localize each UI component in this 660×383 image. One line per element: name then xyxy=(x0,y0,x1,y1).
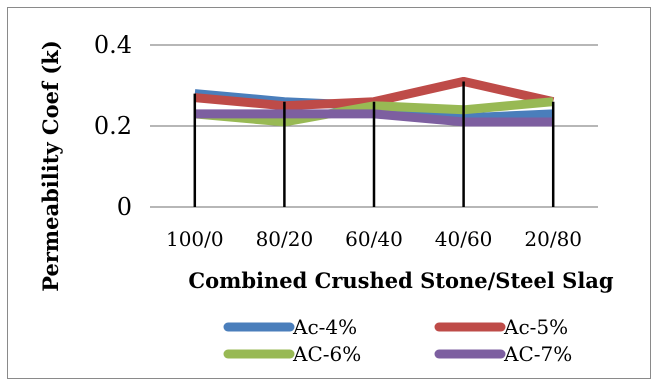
y-tick-label: 0 xyxy=(117,193,132,221)
x-tick-label: 60/40 xyxy=(345,227,403,251)
x-tick-label: 100/0 xyxy=(166,227,224,251)
x-tick-label: 80/20 xyxy=(256,227,314,251)
y-tick-label: 0.4 xyxy=(94,31,132,59)
chart-frame xyxy=(7,7,651,379)
y-tick-label: 0.2 xyxy=(94,112,132,140)
legend-label: AC-7% xyxy=(503,342,572,366)
tick-labels: 0 0.2 0.4 100/0 80/20 60/40 40/60 20/80 xyxy=(94,31,582,251)
drop-lines xyxy=(193,81,555,207)
x-axis-label: Combined Crushed Stone/Steel Slag xyxy=(188,268,614,293)
legend-label: AC-6% xyxy=(292,342,361,366)
legend: Ac-4% Ac-5% AC-6% AC-7% xyxy=(223,315,572,366)
legend-label: Ac-4% xyxy=(292,315,357,339)
legend-label: Ac-5% xyxy=(503,315,568,339)
x-tick-label: 20/80 xyxy=(524,227,582,251)
x-tick-label: 40/60 xyxy=(435,227,493,251)
y-axis-label: Permeability Coef (k) xyxy=(38,40,63,292)
